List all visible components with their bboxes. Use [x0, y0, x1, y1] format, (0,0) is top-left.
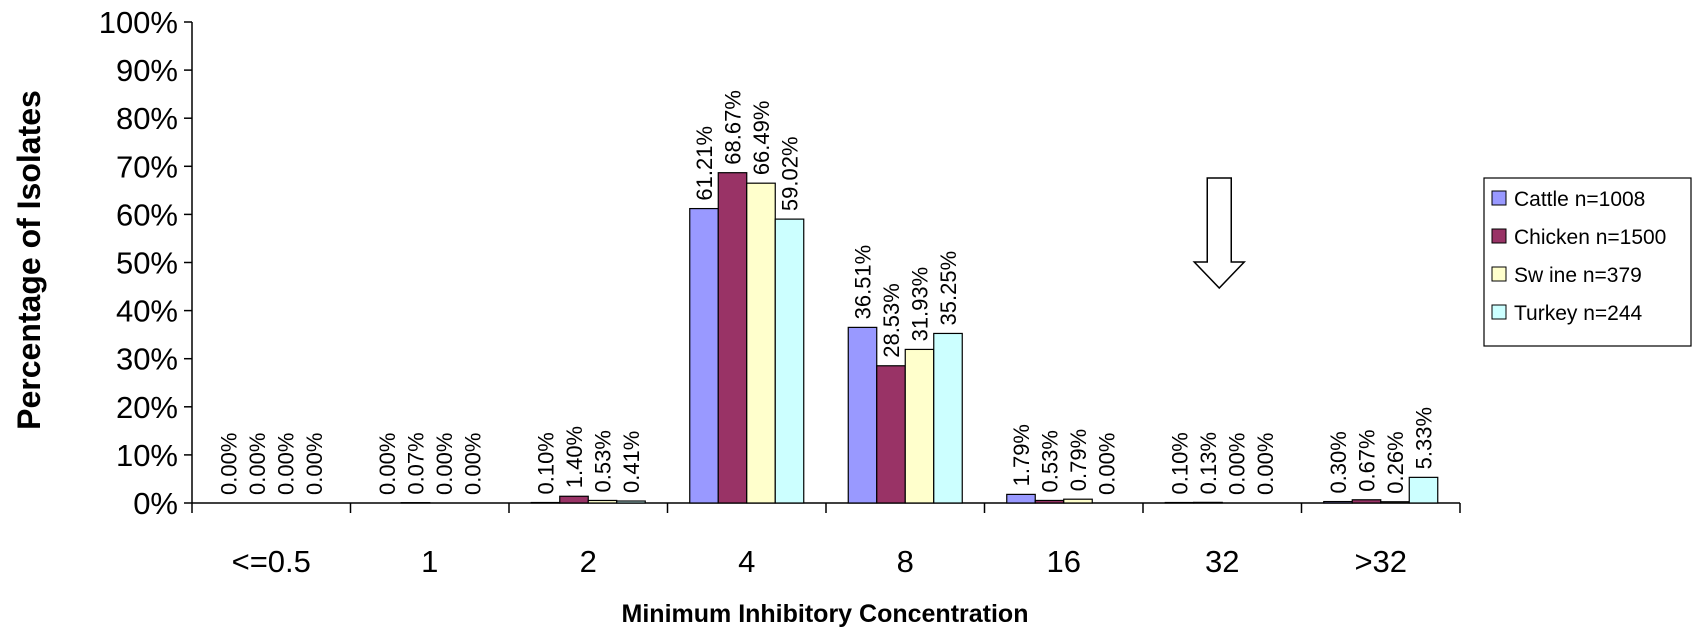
data-label: 0.41%	[619, 431, 644, 493]
data-label: 0.30%	[1326, 431, 1351, 493]
legend-label: Cattle n=1008	[1514, 188, 1645, 211]
legend-swatch	[1491, 304, 1507, 320]
data-label: 66.49%	[749, 101, 774, 176]
bar	[1351, 499, 1382, 504]
bar	[1323, 500, 1353, 504]
data-label: 0.53%	[591, 430, 616, 492]
bar	[559, 495, 589, 504]
data-label: 0.00%	[217, 433, 242, 495]
data-label: 0.53%	[1038, 430, 1063, 492]
bar	[847, 326, 878, 504]
data-label: 0.00%	[1225, 433, 1250, 495]
x-tick-label: 32	[1205, 544, 1239, 579]
y-tick-label: 0%	[133, 486, 178, 521]
legend-swatch	[1491, 266, 1507, 282]
x-tick-label: <=0.5	[232, 544, 311, 579]
data-label: 0.10%	[534, 432, 559, 494]
data-label: 0.00%	[375, 433, 400, 495]
data-label: 0.00%	[302, 433, 327, 495]
legend: Cattle n=1008 Chicken n=1500 Sw ine n=379 T…	[1483, 177, 1692, 347]
data-label: 1.79%	[1009, 424, 1034, 486]
data-label: 59.02%	[778, 136, 803, 211]
y-tick-label: 100%	[99, 5, 178, 40]
bar	[1193, 501, 1223, 504]
bar	[933, 332, 963, 504]
bar	[689, 207, 719, 504]
data-label: 5.33%	[1412, 407, 1437, 469]
down-arrow-annotation	[1192, 177, 1247, 290]
legend-label: Turkey n=244	[1514, 302, 1643, 325]
y-tick-label: 70%	[116, 149, 178, 184]
data-label: 1.40%	[562, 426, 587, 488]
x-tick-label: >32	[1354, 544, 1407, 579]
y-tick-label: 50%	[116, 246, 178, 281]
data-label: 0.13%	[1196, 432, 1221, 494]
x-axis-title: Minimum Inhibitory Concentration	[622, 600, 1029, 628]
x-tick-label: 4	[738, 544, 755, 579]
data-label: 0.07%	[404, 432, 429, 494]
bar	[1380, 501, 1410, 504]
x-tick-label: 1	[421, 544, 438, 579]
bar	[587, 499, 618, 504]
y-tick-label: 80%	[116, 101, 178, 136]
bar	[616, 500, 646, 504]
data-label: 28.53%	[879, 283, 904, 358]
bar	[1408, 476, 1439, 504]
x-tick-label: 16	[1047, 544, 1081, 579]
legend-label: Chicken n=1500	[1514, 226, 1666, 249]
data-label: 0.79%	[1066, 429, 1091, 491]
bar	[717, 172, 748, 504]
data-label: 0.10%	[1168, 432, 1193, 494]
bar	[1063, 498, 1093, 504]
data-label: 0.00%	[1253, 433, 1278, 495]
y-tick-label: 60%	[116, 197, 178, 232]
data-label: 0.00%	[432, 433, 457, 495]
bar	[876, 365, 906, 504]
data-label: 31.93%	[908, 267, 933, 342]
y-axis-title: Percentage of Isolates	[11, 90, 47, 430]
legend-swatch	[1491, 228, 1507, 244]
data-label: 0.00%	[245, 433, 270, 495]
y-tick-label: 10%	[116, 438, 178, 473]
y-tick-label: 20%	[116, 390, 178, 425]
bar	[1034, 499, 1065, 504]
data-label: 0.00%	[461, 433, 486, 495]
y-tick-label: 40%	[116, 294, 178, 329]
data-label: 61.21%	[692, 126, 717, 201]
bar	[774, 218, 805, 504]
plot-area: 0% 10% 20% 30% 40% 50% 60% 70% 80% 90% 100% <=0.5 1 2…	[99, 5, 1461, 579]
legend-swatch	[1491, 190, 1507, 206]
legend-box	[1483, 177, 1692, 347]
data-label: 68.67%	[721, 90, 746, 165]
data-label: 0.26%	[1383, 431, 1408, 493]
data-label: 0.00%	[274, 433, 299, 495]
legend-label: Sw ine n=379	[1514, 264, 1642, 287]
data-label: 0.00%	[1095, 433, 1120, 495]
y-tick-label: 90%	[116, 53, 178, 88]
data-label: 35.25%	[936, 251, 961, 326]
x-tick-label: 8	[897, 544, 914, 579]
x-tick-label: 2	[580, 544, 597, 579]
data-label: 36.51%	[851, 245, 876, 320]
bar	[1006, 493, 1036, 504]
data-label: 0.67%	[1355, 429, 1380, 491]
bar	[904, 348, 935, 504]
y-tick-label: 30%	[116, 342, 178, 377]
bar	[746, 182, 776, 504]
